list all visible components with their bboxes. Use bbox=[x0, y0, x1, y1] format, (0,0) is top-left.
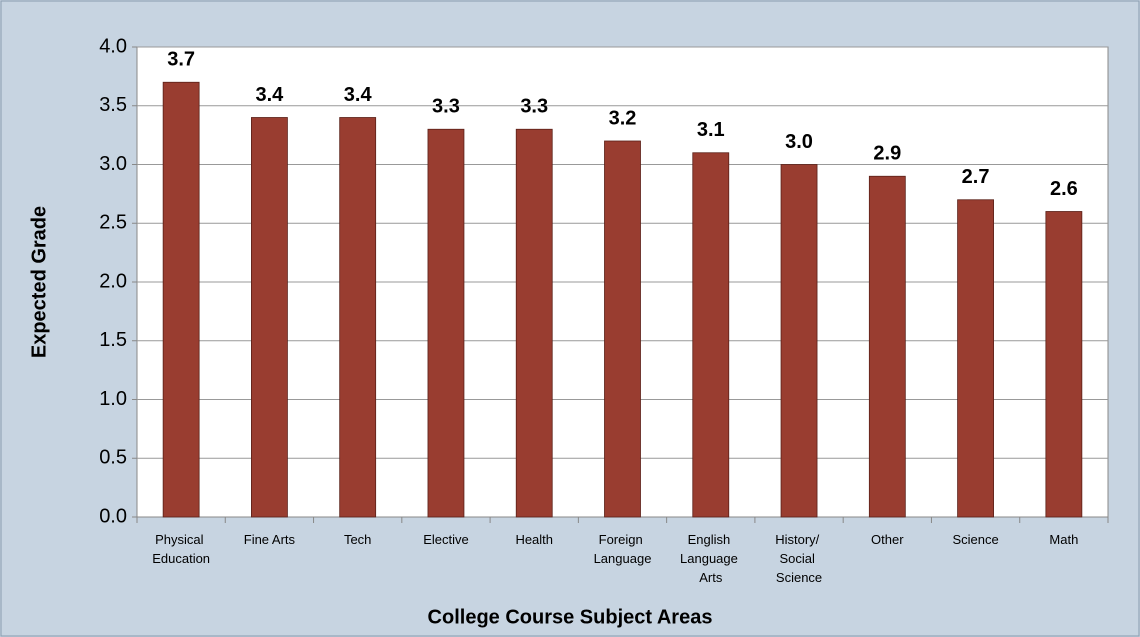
data-label: 2.6 bbox=[1050, 178, 1078, 200]
x-tick-label: Fine Arts bbox=[244, 532, 296, 547]
data-label: 3.3 bbox=[432, 96, 460, 118]
data-label: 2.9 bbox=[873, 143, 901, 165]
bar bbox=[780, 164, 818, 518]
y-axis-title: Expected Grade bbox=[28, 206, 50, 358]
y-tick-label: 2.0 bbox=[99, 270, 127, 292]
y-tick-label: 3.0 bbox=[99, 153, 127, 175]
x-tick-label: Physical Education bbox=[152, 532, 210, 566]
y-tick-label: 1.5 bbox=[99, 329, 127, 351]
bar bbox=[515, 128, 553, 518]
bar bbox=[162, 81, 200, 518]
data-label: 2.7 bbox=[962, 166, 990, 188]
data-label: 3.7 bbox=[167, 49, 195, 71]
bar bbox=[604, 140, 641, 518]
data-label: 3.0 bbox=[785, 131, 813, 153]
bar bbox=[868, 175, 906, 518]
x-tick-label: Science bbox=[952, 532, 998, 547]
y-tick-label: 0.5 bbox=[99, 447, 127, 469]
bar bbox=[339, 117, 377, 518]
x-axis-title: College Course Subject Areas bbox=[428, 606, 713, 628]
bar bbox=[692, 152, 730, 518]
x-tick-label: History/ Social Science bbox=[775, 532, 823, 585]
data-label: 3.3 bbox=[520, 96, 548, 118]
data-label: 3.2 bbox=[609, 107, 637, 129]
x-tick-label: English Language Arts bbox=[680, 532, 741, 585]
x-tick-label: Health bbox=[515, 532, 553, 547]
y-tick-label: 3.5 bbox=[99, 94, 127, 116]
y-tick-label: 0.0 bbox=[99, 505, 127, 527]
x-tick-label: Other bbox=[871, 532, 904, 547]
data-label: 3.4 bbox=[256, 84, 285, 106]
x-tick-label: Tech bbox=[344, 532, 371, 547]
x-tick-label: Math bbox=[1049, 532, 1078, 547]
x-tick-label: Elective bbox=[423, 532, 469, 547]
y-tick-label: 4.0 bbox=[99, 35, 127, 57]
y-tick-label: 1.0 bbox=[99, 388, 127, 410]
data-label: 3.1 bbox=[697, 119, 725, 141]
bar bbox=[251, 117, 288, 518]
bar bbox=[427, 128, 465, 518]
y-tick-label: 2.5 bbox=[99, 212, 127, 234]
x-tick-label: Foreign Language bbox=[594, 532, 652, 566]
data-label: 3.4 bbox=[344, 84, 373, 106]
bar bbox=[957, 199, 994, 518]
bar bbox=[1045, 211, 1083, 518]
